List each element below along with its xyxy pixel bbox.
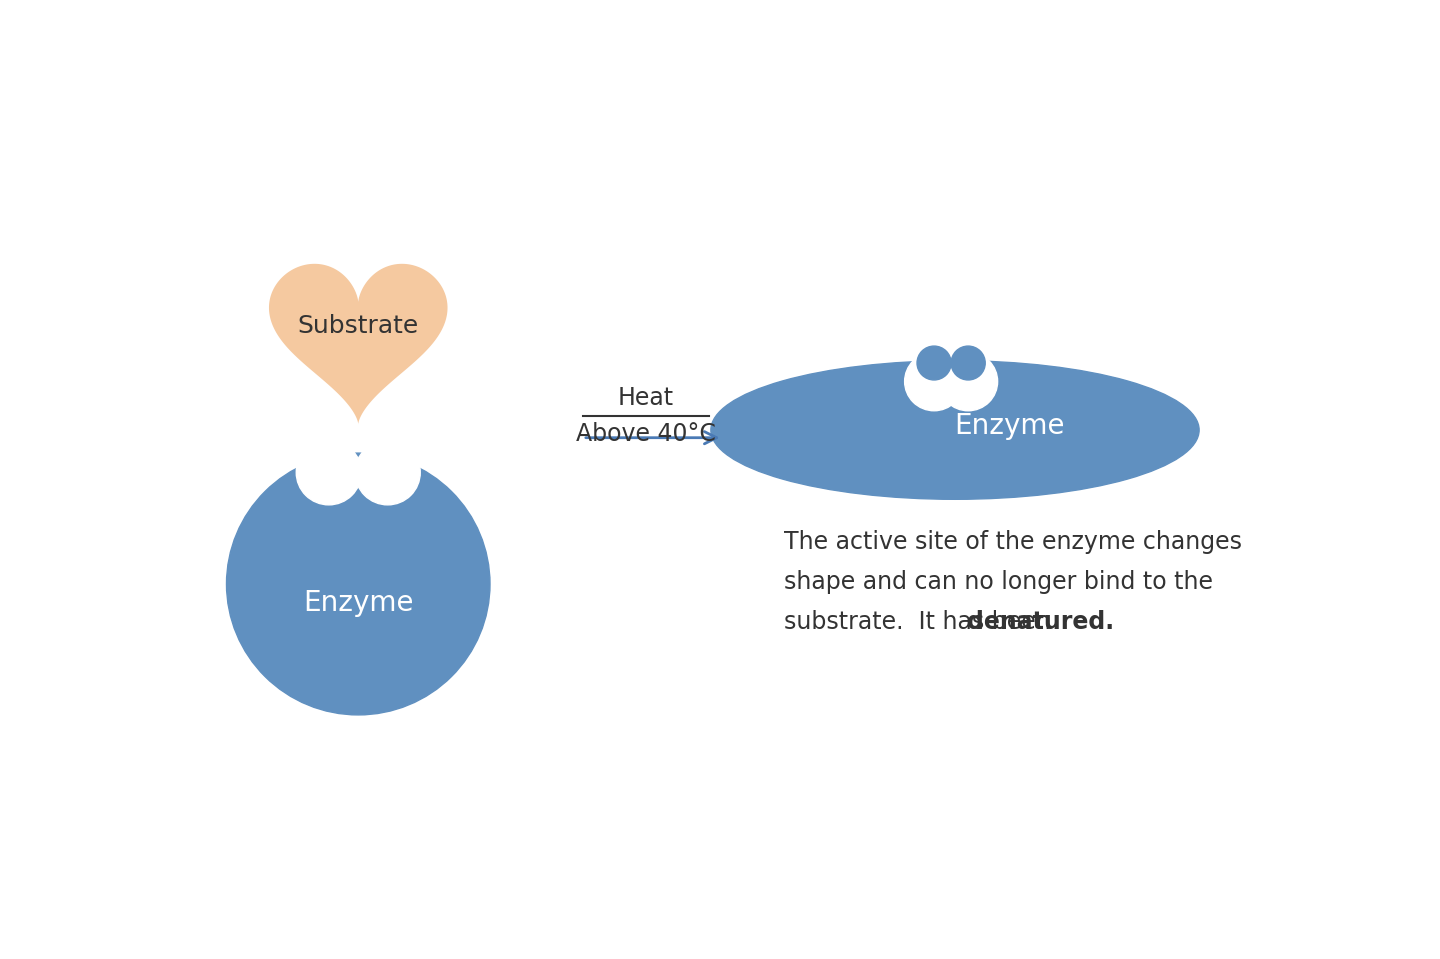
Circle shape (952, 346, 985, 380)
Text: shape and can no longer bind to the: shape and can no longer bind to the (785, 571, 1214, 595)
Text: Heat: Heat (618, 386, 674, 410)
Polygon shape (269, 264, 448, 424)
Circle shape (917, 346, 952, 380)
Circle shape (356, 440, 420, 504)
Circle shape (904, 352, 963, 410)
Text: Substrate: Substrate (298, 314, 419, 339)
Text: denatured.: denatured. (966, 610, 1115, 634)
Text: The active site of the enzyme changes: The active site of the enzyme changes (785, 530, 1243, 554)
Ellipse shape (711, 361, 1200, 500)
Text: Enzyme: Enzyme (953, 412, 1064, 440)
Circle shape (297, 440, 361, 504)
Text: Enzyme: Enzyme (302, 589, 413, 618)
Text: substrate.  It has been: substrate. It has been (785, 610, 1058, 634)
Text: Above 40°C: Above 40°C (576, 422, 716, 446)
Circle shape (939, 352, 998, 410)
Circle shape (226, 453, 490, 714)
